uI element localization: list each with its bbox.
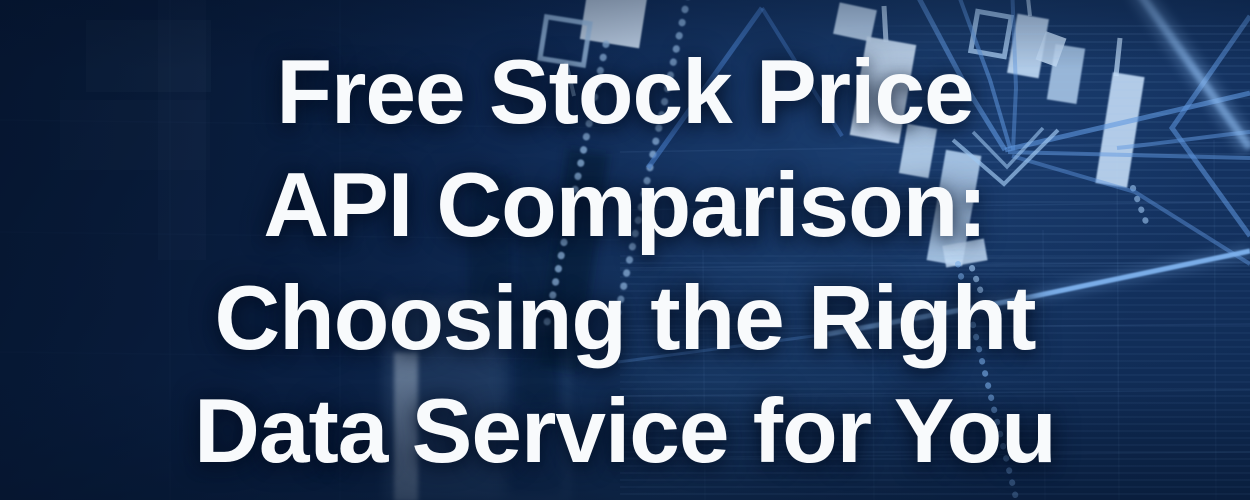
title-line-2: API Comparison:	[263, 155, 987, 256]
title-line-1: Free Stock Price	[276, 42, 974, 143]
title-line-4: Data Service for You	[194, 381, 1057, 482]
title-line-3: Choosing the Right	[214, 268, 1036, 369]
